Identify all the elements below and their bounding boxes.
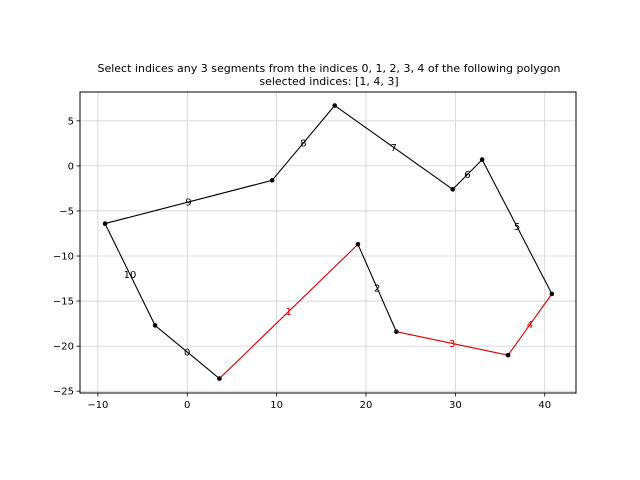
segment-label-5: 5	[514, 222, 520, 233]
polygon-segment-0	[154, 324, 220, 380]
y-tick-label: 5	[68, 116, 74, 127]
polygon-segment-6	[452, 159, 483, 190]
y-tick-label: 0	[68, 161, 74, 172]
polygon-vertices	[102, 103, 555, 381]
x-tick-label: 20	[360, 400, 373, 411]
polygon-vertex	[479, 157, 485, 162]
x-tick-label: −10	[87, 400, 108, 411]
chart-title: Select indices any 3 segments from the i…	[97, 62, 560, 75]
segment-label-0: 0	[184, 347, 190, 358]
polygon-segment-1	[219, 243, 359, 379]
polygon-vertex	[269, 178, 275, 183]
polygon-vertex	[394, 329, 399, 335]
polygon-segment-5	[481, 159, 553, 295]
polygon-vertex	[355, 242, 361, 247]
polygon-segment-2	[357, 244, 397, 332]
y-tick-label: −25	[53, 387, 74, 398]
segment-label-8: 8	[300, 138, 306, 149]
segment-label-4: 4	[527, 320, 533, 331]
polygon-segments	[104, 105, 553, 380]
segment-label-3: 3	[449, 339, 455, 350]
segment-label-7: 7	[390, 143, 396, 154]
polygon-vertex	[102, 221, 108, 226]
polygon-segment-4	[507, 293, 553, 356]
chart-subtitle: selected indices: [1, 4, 3]	[259, 75, 398, 88]
polygon-segment-3	[396, 331, 509, 356]
x-tick-label: 0	[184, 400, 190, 411]
polygon-segment-8	[271, 105, 336, 181]
y-tick-label: −5	[59, 206, 74, 217]
polygon-vertex	[152, 323, 158, 328]
plot-area-frame	[79, 91, 577, 394]
polygon-segment-9	[104, 179, 273, 225]
segment-label-9: 9	[185, 197, 191, 208]
polygon-vertex	[450, 187, 455, 192]
segment-label-10: 10	[124, 270, 137, 281]
segment-label-2: 2	[374, 284, 380, 295]
polygon-vertex	[332, 103, 338, 108]
polygon-vertex	[549, 291, 555, 297]
x-tick-label: 30	[449, 400, 462, 411]
segment-label-6: 6	[464, 170, 470, 181]
polygon-vertex	[505, 352, 511, 358]
polygon-segment-7	[334, 105, 453, 190]
x-tick-label: 10	[270, 400, 283, 411]
x-tick-label: 40	[538, 400, 551, 411]
segment-label-1: 1	[285, 307, 291, 318]
segment-labels: 0 1 2 3 4 5 6 7 8 9 10	[124, 138, 533, 358]
grid	[80, 92, 576, 393]
y-tick-label: −20	[53, 342, 74, 353]
y-tick-label: −15	[53, 297, 74, 308]
polygon-segment-10	[104, 223, 156, 326]
y-tick-label: −10	[53, 252, 74, 263]
polygon-vertex	[217, 376, 222, 381]
